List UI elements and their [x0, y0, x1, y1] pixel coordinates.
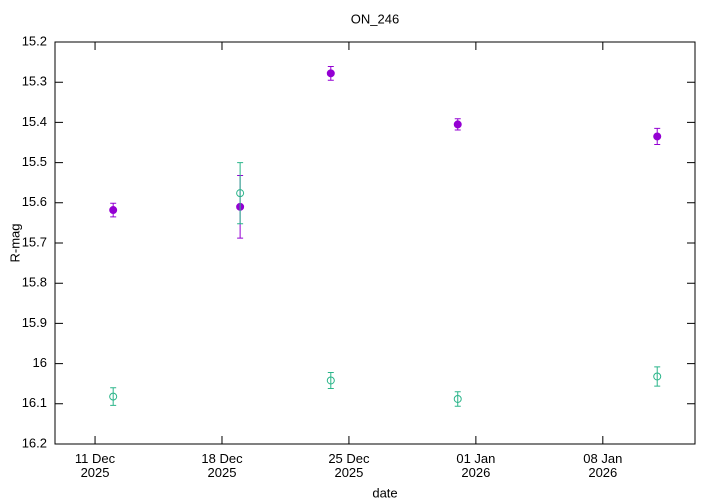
data-point: [109, 392, 118, 401]
chart-title: ON_246: [351, 11, 399, 26]
x-axis-label: date: [372, 485, 397, 500]
y-tick-label: 15.7: [22, 234, 47, 249]
data-point: [453, 394, 462, 403]
error-bar: [110, 387, 117, 406]
y-tick-label: 15.3: [22, 74, 47, 89]
y-tick-label: 16.2: [22, 435, 47, 450]
data-point: [326, 376, 335, 385]
plot-frame: [54, 41, 696, 445]
x-tick-label: 25 Dec 2025: [328, 451, 370, 480]
y-tick-label: 15.4: [22, 114, 47, 129]
error-bar: [327, 371, 334, 390]
data-point: [236, 189, 245, 198]
y-tick-label: 15.5: [22, 154, 47, 169]
error-bar: [454, 391, 461, 407]
data-point: [653, 372, 662, 381]
error-bar: [237, 162, 244, 225]
y-axis-label: R-mag: [7, 223, 22, 262]
x-tick-label: 08 Jan 2026: [583, 451, 622, 480]
data-point: [109, 206, 118, 215]
y-tick-label: 16: [33, 355, 47, 370]
data-point: [453, 120, 462, 129]
y-tick-label: 15.2: [22, 33, 47, 48]
error-bar: [654, 366, 661, 387]
x-tick-label: 11 Dec 2025: [75, 451, 116, 480]
y-tick-label: 16.1: [22, 395, 47, 410]
y-tick-label: 15.6: [22, 194, 47, 209]
data-point: [326, 69, 335, 78]
y-tick-label: 15.8: [22, 275, 47, 290]
x-tick-label: 18 Dec 2025: [201, 451, 243, 480]
x-tick-label: 01 Jan 2026: [456, 451, 495, 480]
data-point: [653, 132, 662, 141]
y-tick-label: 15.9: [22, 315, 47, 330]
